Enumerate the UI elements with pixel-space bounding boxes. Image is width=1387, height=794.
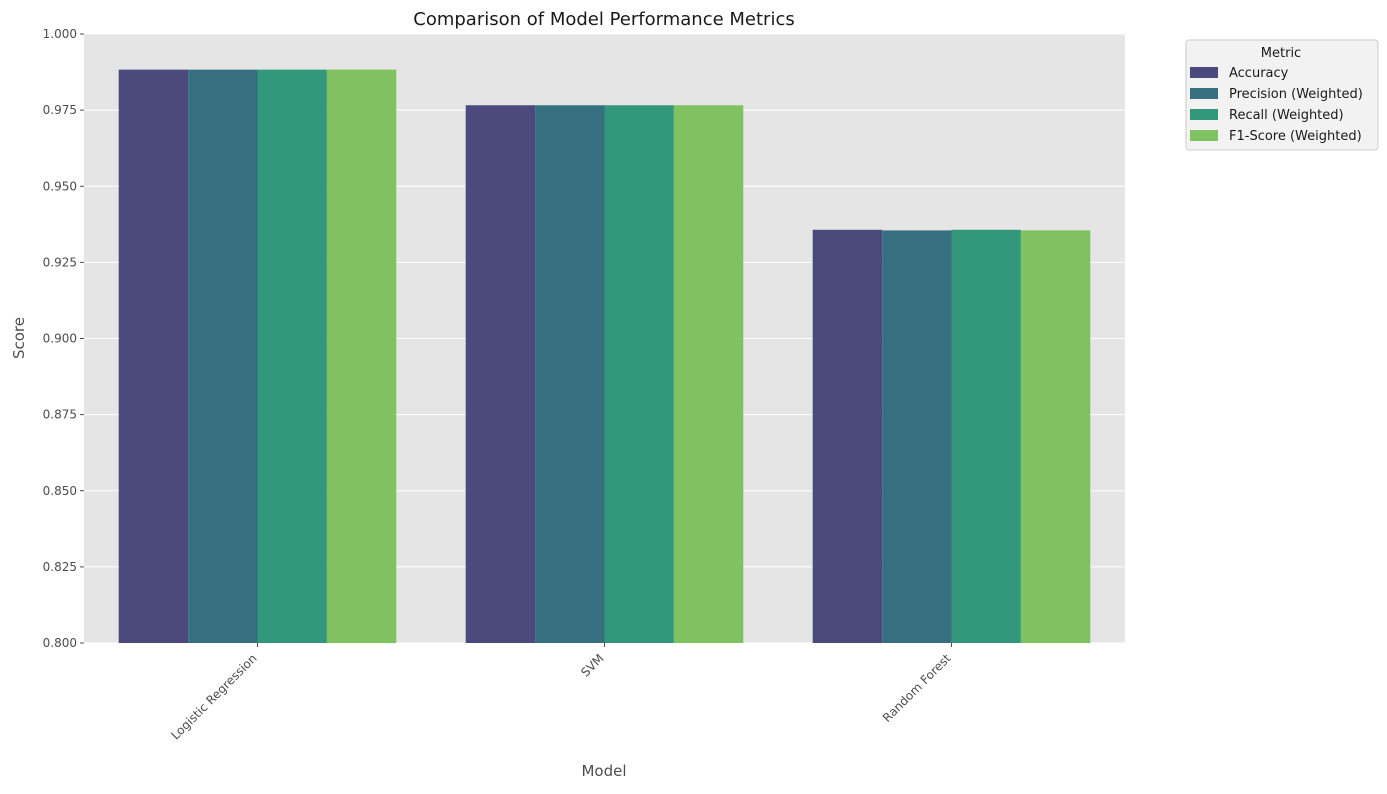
legend-items: Accuracy Precision (Weighted) Recall (Weig… <box>1190 66 1363 144</box>
legend-swatch <box>1190 88 1218 99</box>
bar <box>882 230 952 643</box>
legend-label: F1-Score (Weighted) <box>1229 129 1362 144</box>
y-tick-label: 0.800 <box>43 636 77 650</box>
bar <box>465 105 536 644</box>
x-tick-label: Logistic Regression <box>168 651 259 742</box>
legend-label: Accuracy <box>1229 66 1289 81</box>
chart-title: Comparison of Model Performance Metrics <box>413 9 794 30</box>
bar <box>951 229 1021 643</box>
y-tick-label: 0.975 <box>43 103 77 117</box>
bar <box>535 105 605 644</box>
legend-label: Precision (Weighted) <box>1229 87 1363 102</box>
bar <box>673 105 744 644</box>
x-axis-title: Model <box>581 762 626 780</box>
y-tick-label: 0.925 <box>43 255 77 269</box>
bar <box>604 105 674 644</box>
bar <box>812 229 883 643</box>
bars <box>118 69 1091 644</box>
y-tick-label: 0.875 <box>43 408 77 422</box>
y-tick-label: 0.850 <box>43 484 77 498</box>
bar <box>257 69 327 643</box>
bar <box>188 69 258 643</box>
y-axis-title: Score <box>10 317 28 359</box>
bar <box>326 69 397 643</box>
legend-swatch <box>1190 67 1218 78</box>
legend-swatch <box>1190 109 1218 120</box>
legend-label: Recall (Weighted) <box>1229 108 1344 123</box>
legend: Metric Accuracy Precision (Weighted) Recal… <box>1185 39 1379 151</box>
y-tick-label: 0.950 <box>43 179 77 193</box>
x-tick-label: SVM <box>578 651 606 679</box>
x-axis: Logistic Regression SVM Random Forest <box>168 643 954 743</box>
y-tick-label: 1.000 <box>43 27 77 41</box>
legend-swatch <box>1190 130 1218 141</box>
bar <box>1020 230 1091 643</box>
y-tick-label: 0.825 <box>43 560 77 574</box>
legend-title: Metric <box>1261 46 1301 61</box>
x-tick-label: Random Forest <box>880 651 954 725</box>
y-tick-label: 0.900 <box>43 332 77 346</box>
y-axis: 0.800 0.825 0.850 0.875 0.900 0.925 0.950 0.975… <box>43 27 84 650</box>
bar <box>118 69 189 643</box>
legend-box <box>1185 39 1379 151</box>
